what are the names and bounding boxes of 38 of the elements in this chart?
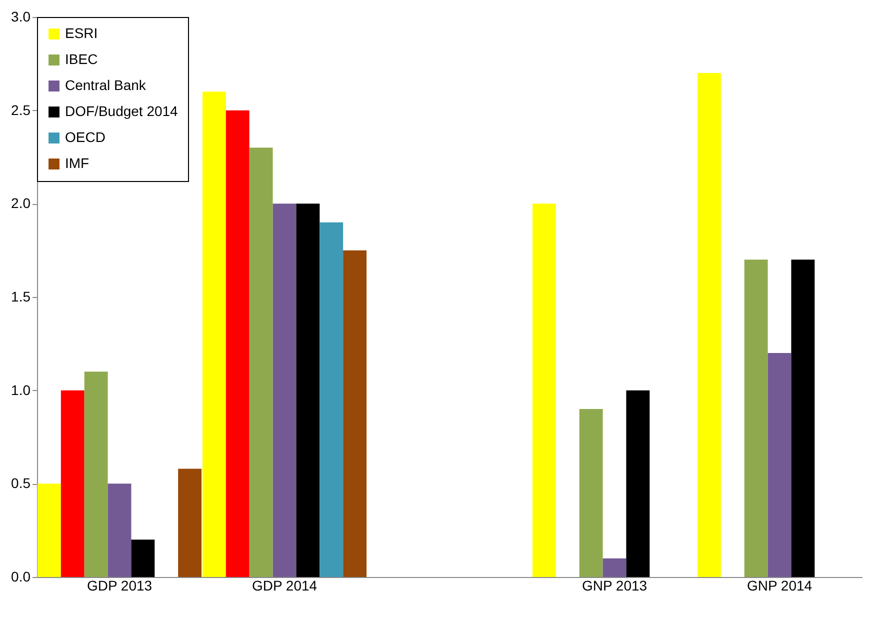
legend-label: ESRI — [65, 25, 98, 41]
bar — [532, 204, 556, 577]
bar — [626, 390, 650, 577]
bar — [296, 204, 320, 577]
bar — [60, 390, 84, 577]
x-tick-label: GNP 2014 — [746, 578, 812, 594]
bar — [108, 484, 132, 577]
bar — [768, 353, 792, 577]
legend-label: DOF/Budget 2014 — [65, 103, 178, 119]
bar — [791, 260, 815, 577]
bar — [579, 409, 603, 577]
legend-label: Central Bank — [65, 77, 147, 93]
bar — [37, 484, 61, 577]
x-tick-label: GDP 2013 — [86, 578, 152, 594]
x-tick-label: GNP 2013 — [582, 578, 648, 594]
bar — [320, 222, 344, 577]
y-tick-label: 3.0 — [11, 8, 31, 24]
x-tick-label: GDP 2014 — [252, 578, 318, 594]
bar — [343, 250, 367, 577]
y-tick-label: 1.0 — [11, 382, 31, 398]
y-tick-label: 1.5 — [11, 288, 31, 304]
y-tick-label: 2.5 — [11, 102, 31, 118]
y-tick-label: 2.0 — [11, 195, 31, 212]
bar — [131, 540, 155, 577]
bar — [178, 468, 202, 577]
legend-label: OECD — [65, 129, 106, 145]
bar — [697, 73, 721, 577]
y-tick-label: 0.5 — [11, 475, 31, 492]
legend-label: IBEC — [65, 51, 98, 67]
legend-label: IMF — [65, 155, 90, 171]
y-tick-label: 0.0 — [11, 568, 31, 584]
bar — [744, 260, 768, 577]
bar — [202, 92, 226, 577]
bar — [272, 204, 296, 577]
bar — [84, 372, 108, 577]
bar — [249, 148, 273, 577]
bar — [226, 110, 250, 577]
bar — [602, 558, 626, 577]
